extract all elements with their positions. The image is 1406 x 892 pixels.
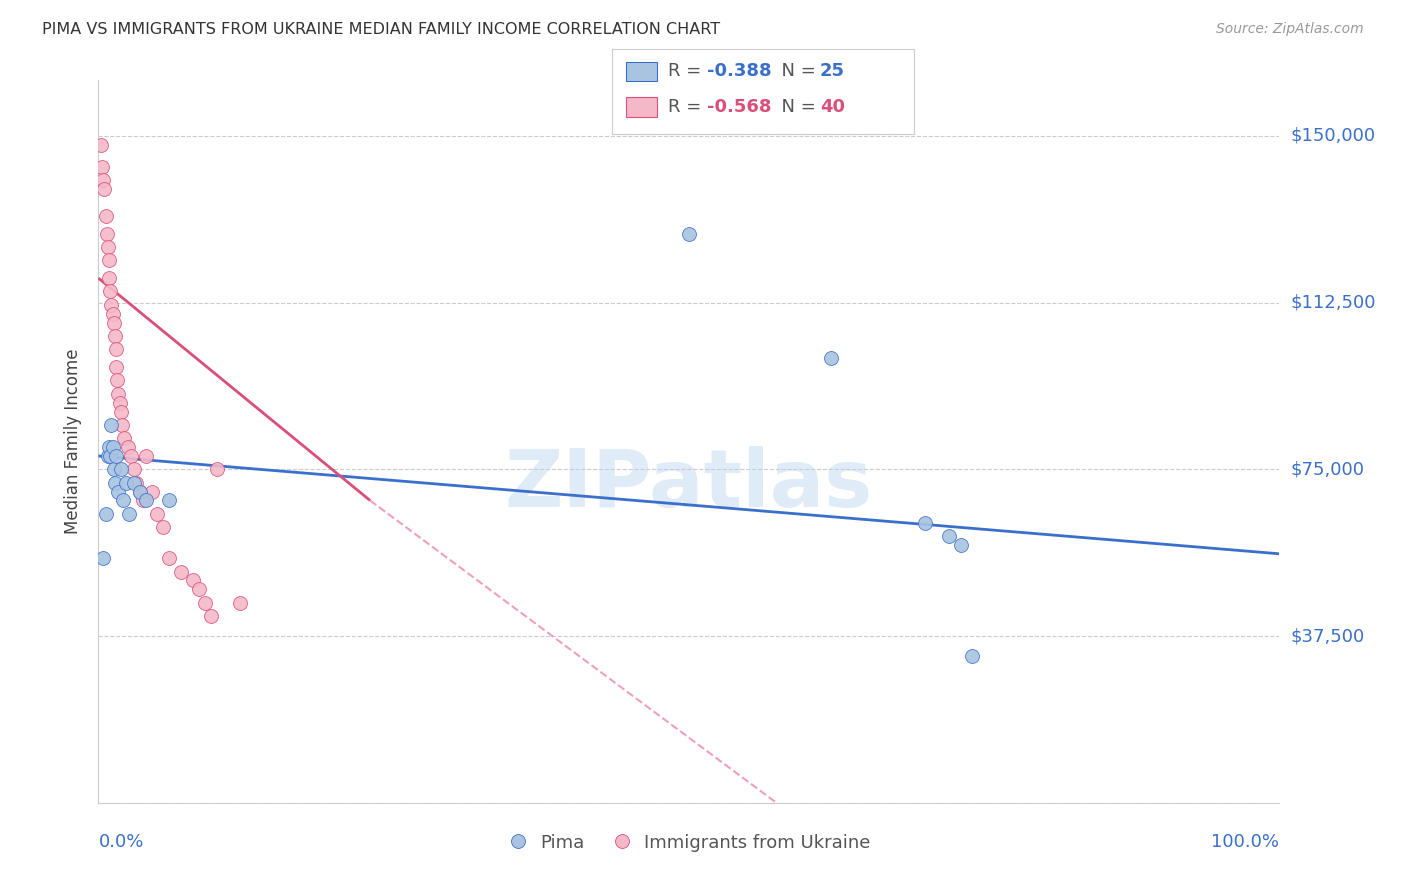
Point: [949, 538, 972, 552]
Text: ZIPatlas: ZIPatlas: [505, 446, 873, 524]
Text: 25: 25: [820, 62, 845, 80]
Point: [112, 431, 135, 445]
Text: $112,500: $112,500: [1291, 293, 1376, 311]
Text: 100.0%: 100.0%: [1212, 833, 1279, 851]
Text: $150,000: $150,000: [1291, 127, 1375, 145]
Point: [105, 373, 128, 387]
Point: [97, 240, 120, 254]
Point: [101, 307, 124, 321]
Point: [114, 475, 136, 490]
Point: [962, 649, 984, 664]
Point: [135, 449, 157, 463]
Point: [103, 462, 125, 476]
Point: [105, 343, 128, 357]
Point: [128, 484, 150, 499]
Point: [98, 285, 121, 299]
Point: [111, 417, 134, 432]
Point: [107, 386, 129, 401]
Point: [194, 596, 217, 610]
Text: N =: N =: [770, 62, 823, 80]
Point: [938, 529, 960, 543]
Text: -0.388: -0.388: [707, 62, 772, 80]
Point: [914, 516, 936, 530]
Point: [187, 582, 209, 597]
Point: [100, 417, 122, 432]
Point: [96, 227, 118, 241]
Point: [97, 449, 120, 463]
Point: [157, 551, 180, 566]
Point: [108, 395, 131, 409]
Point: [135, 493, 157, 508]
Point: [98, 440, 121, 454]
Point: [820, 351, 842, 366]
Point: [157, 493, 180, 508]
Point: [678, 227, 700, 241]
Point: [122, 475, 145, 490]
Text: 0.0%: 0.0%: [98, 833, 143, 851]
Point: [117, 440, 139, 454]
Point: [94, 209, 117, 223]
Point: [98, 449, 121, 463]
Legend: Pima, Immigrants from Ukraine: Pima, Immigrants from Ukraine: [501, 825, 877, 859]
Point: [205, 462, 228, 476]
Point: [90, 137, 112, 152]
Point: [101, 440, 124, 454]
Point: [122, 462, 145, 476]
Point: [91, 551, 114, 566]
Point: [121, 449, 143, 463]
Point: [103, 316, 125, 330]
Point: [105, 360, 128, 375]
Text: N =: N =: [770, 98, 823, 116]
Point: [91, 160, 114, 174]
Point: [107, 484, 129, 499]
Text: PIMA VS IMMIGRANTS FROM UKRAINE MEDIAN FAMILY INCOME CORRELATION CHART: PIMA VS IMMIGRANTS FROM UKRAINE MEDIAN F…: [42, 22, 720, 37]
Y-axis label: Median Family Income: Median Family Income: [65, 349, 83, 534]
Point: [98, 253, 121, 268]
Point: [181, 574, 204, 588]
Point: [128, 484, 150, 499]
Point: [91, 173, 114, 187]
Point: [125, 475, 148, 490]
Text: $75,000: $75,000: [1291, 460, 1365, 478]
Point: [110, 462, 132, 476]
Point: [141, 484, 163, 499]
Point: [105, 449, 128, 463]
Point: [118, 507, 141, 521]
Text: Source: ZipAtlas.com: Source: ZipAtlas.com: [1216, 22, 1364, 37]
Text: $37,500: $37,500: [1291, 627, 1365, 645]
Text: R =: R =: [668, 98, 707, 116]
Point: [94, 507, 117, 521]
Point: [200, 609, 222, 624]
Point: [100, 298, 122, 312]
Point: [112, 493, 135, 508]
Text: -0.568: -0.568: [707, 98, 772, 116]
Point: [229, 596, 252, 610]
Text: R =: R =: [668, 62, 707, 80]
Point: [170, 565, 193, 579]
Point: [93, 182, 115, 196]
Point: [98, 271, 121, 285]
Point: [104, 475, 127, 490]
Point: [104, 329, 127, 343]
Point: [132, 493, 155, 508]
Text: 40: 40: [820, 98, 845, 116]
Point: [152, 520, 174, 534]
Point: [146, 507, 169, 521]
Point: [110, 404, 132, 418]
